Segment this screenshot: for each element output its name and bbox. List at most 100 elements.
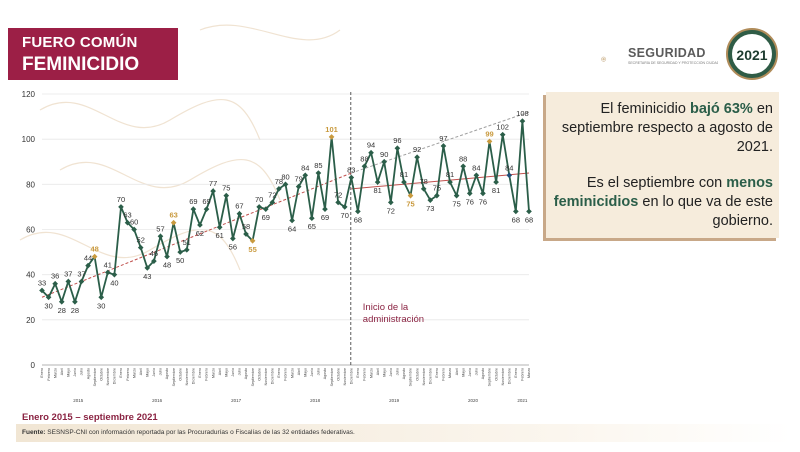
data-point <box>513 208 519 215</box>
data-point <box>177 249 184 255</box>
data-label: 99 <box>485 129 493 138</box>
data-point <box>210 188 216 194</box>
data-label: 69 <box>321 213 329 222</box>
x-tick-label: Abril <box>218 368 222 375</box>
data-label: 75 <box>406 200 414 209</box>
data-label: 63 <box>169 211 177 220</box>
data-label: 68 <box>354 215 362 224</box>
data-point <box>85 262 91 269</box>
data-point <box>243 231 249 237</box>
data-label: 77 <box>209 179 217 188</box>
data-label: 81 <box>446 170 454 179</box>
x-tick-label: Septiembre <box>488 368 492 386</box>
x-tick-label: Mayo <box>382 368 386 377</box>
data-label: 62 <box>196 229 204 238</box>
data-label: 40 <box>110 279 118 288</box>
data-point <box>170 219 177 226</box>
x-tick-label: Noviembre <box>185 368 189 385</box>
callout-1-text-end: en septiembre respecto a agosto de 2021. <box>561 101 773 155</box>
x-tick-label: Junio <box>152 368 156 377</box>
y-tick-label: 80 <box>26 180 35 189</box>
data-label: 48 <box>163 261 171 270</box>
data-label: 33 <box>38 278 46 287</box>
x-tick-label: Octubre <box>178 368 182 381</box>
x-tick-label: Febrero <box>126 368 130 381</box>
data-point <box>190 206 197 213</box>
data-label: 46 <box>150 249 158 258</box>
y-tick-label: 100 <box>22 135 36 144</box>
y-tick-label: 120 <box>22 90 36 99</box>
x-tick-label: Febrero <box>521 368 525 381</box>
x-tick-label: Agosto <box>86 368 90 379</box>
x-tick-label: Enero <box>356 368 360 378</box>
trend-line-after <box>351 111 530 174</box>
data-point <box>282 181 289 188</box>
data-point <box>466 190 473 197</box>
callout-box: El feminicidio bajó 63% en septiembre re… <box>546 92 779 238</box>
callout-2-text-end: en lo que va de este gobierno. <box>638 194 773 229</box>
data-point <box>341 204 348 210</box>
callout-paragraph-2: Es el septiembre con menos feminicidios … <box>552 174 773 231</box>
x-tick-label: Enero <box>277 368 281 378</box>
data-point <box>157 233 164 240</box>
data-point <box>256 204 263 210</box>
year-label: 2015 <box>73 398 84 403</box>
data-label: 36 <box>51 272 59 281</box>
x-tick-label: Mayo <box>67 368 71 377</box>
data-point <box>276 186 282 192</box>
data-point <box>124 219 131 226</box>
data-point <box>526 208 532 215</box>
data-label: 72 <box>334 190 342 199</box>
x-tick-label: Marzo <box>53 368 57 378</box>
data-point <box>230 235 236 242</box>
data-label: 68 <box>512 215 520 224</box>
mexico-2021-emblem: 2021 <box>724 24 780 84</box>
data-point <box>216 224 223 231</box>
callout-paragraph-1: El feminicidio bajó 63% en septiembre re… <box>552 100 773 157</box>
data-point <box>355 208 361 215</box>
x-tick-label: Agosto <box>244 368 248 379</box>
data-label: 83 <box>347 166 355 175</box>
x-tick-label: Mayo <box>225 368 229 377</box>
data-label: 85 <box>314 161 322 170</box>
data-point <box>295 183 302 190</box>
x-tick-label: Febrero <box>363 368 367 381</box>
data-point <box>460 163 467 170</box>
y-tick-label: 20 <box>26 316 35 325</box>
x-tick-label: Febrero <box>47 368 51 381</box>
data-point <box>137 244 144 251</box>
year-label: 2016 <box>152 398 163 403</box>
emblem-year: 2021 <box>736 47 768 63</box>
data-label: 64 <box>288 224 296 233</box>
x-tick-label: Agosto <box>165 368 169 379</box>
data-label: 81 <box>373 186 381 195</box>
callout-2-highlight: menos feminicidios <box>553 175 773 210</box>
data-label: 52 <box>137 236 145 245</box>
x-tick-label: Junio <box>389 368 393 377</box>
data-point <box>361 163 368 170</box>
x-tick-label: Noviembre <box>501 368 505 385</box>
data-label: 84 <box>472 163 480 172</box>
data-point <box>249 237 256 244</box>
data-point <box>91 253 98 260</box>
data-point <box>440 143 447 149</box>
data-label: 80 <box>281 172 289 181</box>
data-point <box>335 199 341 206</box>
data-point <box>447 179 453 185</box>
data-point <box>401 179 407 185</box>
data-label: 37 <box>77 269 85 278</box>
data-point <box>374 179 381 185</box>
data-label: 101 <box>325 125 338 134</box>
data-label: 69 <box>189 197 197 206</box>
data-point <box>111 271 118 278</box>
y-tick-label: 60 <box>26 226 35 235</box>
data-point <box>394 145 401 152</box>
emblem-icon <box>726 28 778 80</box>
data-label: 41 <box>104 260 112 269</box>
data-point <box>328 134 335 140</box>
data-label: 67 <box>235 202 243 211</box>
data-point <box>453 192 460 199</box>
x-tick-label: Diciembre <box>192 368 196 384</box>
data-label: 81 <box>492 186 500 195</box>
